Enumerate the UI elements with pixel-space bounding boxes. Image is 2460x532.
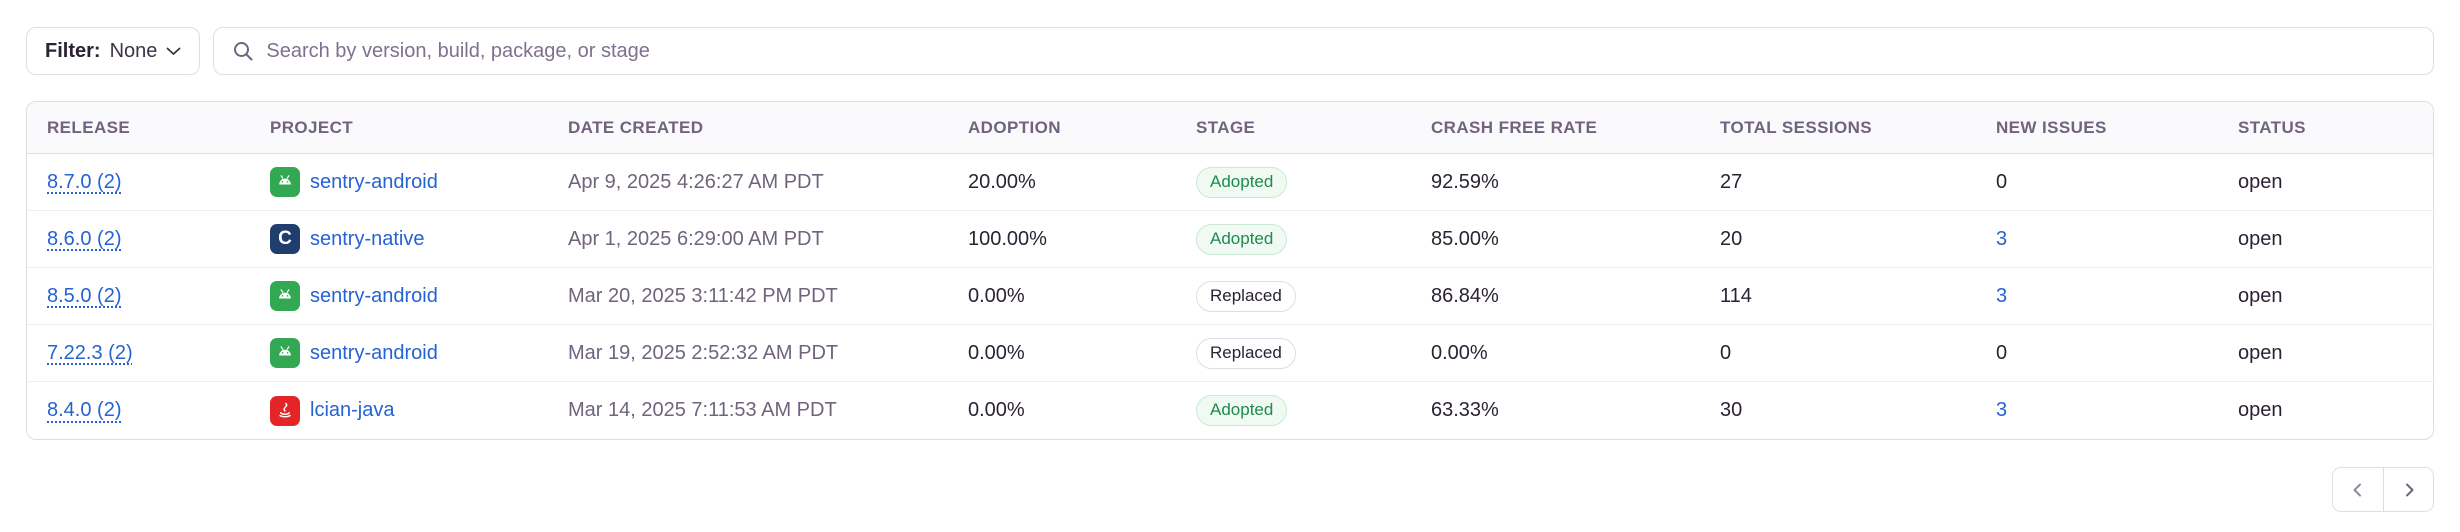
status-cell: open: [2238, 284, 2283, 307]
java-icon: [270, 395, 300, 426]
column-header-stage: Stage: [1196, 117, 1256, 137]
search-icon: [234, 42, 253, 61]
stage-badge: Replaced: [1196, 280, 1296, 312]
crash-free-rate-cell: 86.84%: [1431, 284, 1499, 307]
total-sessions-cell: 114: [1720, 284, 1752, 307]
new-issues-link[interactable]: 3: [1996, 227, 2008, 250]
release-version-link[interactable]: 8.7.0 (2): [47, 170, 122, 193]
column-header-project: Project: [270, 117, 354, 137]
date-created-cell: Mar 20, 2025 3:11:42 PM PDT: [568, 284, 838, 307]
release-version-link[interactable]: 7.22.3 (2): [47, 341, 133, 364]
adoption-cell: 0.00%: [968, 284, 1025, 307]
filter-value: None: [109, 39, 158, 62]
stage-badge: Replaced: [1196, 337, 1296, 369]
adoption-cell: 0.00%: [968, 399, 1025, 421]
stage-badge: Adopted: [1196, 223, 1288, 255]
total-sessions-cell: 20: [1720, 227, 1743, 250]
date-created-cell: Mar 14, 2025 7:11:53 AM PDT: [568, 399, 837, 421]
release-version-link[interactable]: 8.5.0 (2): [47, 284, 122, 307]
crash-free-rate-cell: 63.33%: [1431, 399, 1499, 421]
total-sessions-cell: 30: [1720, 399, 1743, 421]
table-row: 8.4.0 (2) lcian-java Mar 14, 2025 7:11:5…: [27, 382, 2433, 439]
status-cell: open: [2238, 170, 2283, 193]
status-cell: open: [2238, 341, 2283, 364]
column-header-adoption: Adoption: [968, 117, 1061, 137]
crash-free-rate-cell: 0.00%: [1431, 341, 1488, 364]
project-link[interactable]: lcian-java: [310, 399, 395, 421]
search-bar[interactable]: [213, 27, 2434, 75]
table-header-row: Release Project Date Created Adoption St…: [27, 102, 2433, 154]
chevron-left-icon: [2353, 483, 2361, 496]
android-icon: [270, 281, 300, 311]
column-header-total-sessions: Total Sessions: [1720, 117, 1873, 137]
table-row: 8.7.0 (2) sentry-android Apr 9, 2025 4:2…: [27, 154, 2433, 211]
total-sessions-cell: 0: [1720, 341, 1732, 364]
previous-page-button[interactable]: [2333, 468, 2383, 511]
table-row: 8.6.0 (2) C sentry-native Apr 1, 2025 6:…: [27, 211, 2433, 268]
toolbar: Filter: None: [26, 27, 2434, 75]
total-sessions-cell: 27: [1720, 170, 1743, 193]
status-cell: open: [2238, 399, 2283, 421]
date-created-cell: Apr 9, 2025 4:26:27 AM PDT: [568, 170, 824, 193]
filter-label: Filter:: [45, 39, 101, 62]
stage-badge: Adopted: [1196, 166, 1288, 198]
date-created-cell: Mar 19, 2025 2:52:32 AM PDT: [568, 341, 839, 364]
filter-dropdown-button[interactable]: Filter: None: [26, 27, 201, 75]
project-link[interactable]: sentry-android: [310, 284, 438, 307]
pagination: [0, 467, 2434, 512]
new-issues-link[interactable]: 3: [1996, 399, 2008, 421]
status-cell: open: [2238, 227, 2283, 250]
release-version-link[interactable]: 8.6.0 (2): [47, 227, 122, 250]
adoption-cell: 0.00%: [968, 341, 1025, 364]
crash-free-rate-cell: 85.00%: [1431, 227, 1499, 250]
next-page-button[interactable]: [2383, 468, 2433, 511]
android-icon: [270, 167, 300, 197]
chevron-right-icon: [2405, 483, 2413, 496]
column-header-status: Status: [2238, 117, 2306, 137]
stage-badge: Adopted: [1196, 395, 1288, 426]
column-header-release: Release: [47, 117, 131, 137]
adoption-cell: 100.00%: [968, 227, 1047, 250]
project-link[interactable]: sentry-android: [310, 341, 438, 364]
table-row: 7.22.3 (2) sentry-android Mar 19, 2025 2…: [27, 325, 2433, 382]
new-issues-count: 0: [1996, 341, 2008, 364]
c-icon: C: [270, 224, 300, 254]
project-link[interactable]: sentry-android: [310, 170, 438, 193]
releases-table: Release Project Date Created Adoption St…: [26, 101, 2434, 440]
chevron-down-icon: [166, 47, 181, 55]
search-input[interactable]: [266, 39, 2415, 63]
column-header-crash-free-rate: Crash Free Rate: [1431, 117, 1598, 137]
column-header-new-issues: New Issues: [1996, 117, 2107, 137]
table-row: 8.5.0 (2) sentry-android Mar 20, 2025 3:…: [27, 268, 2433, 325]
android-icon: [270, 338, 300, 368]
crash-free-rate-cell: 92.59%: [1431, 170, 1499, 193]
project-link[interactable]: sentry-native: [310, 227, 425, 250]
new-issues-link[interactable]: 3: [1996, 284, 2008, 307]
adoption-cell: 20.00%: [968, 170, 1036, 193]
date-created-cell: Apr 1, 2025 6:29:00 AM PDT: [568, 227, 824, 250]
new-issues-count: 0: [1996, 170, 2008, 193]
release-version-link[interactable]: 8.4.0 (2): [47, 399, 122, 421]
column-header-date-created: Date Created: [568, 117, 704, 137]
